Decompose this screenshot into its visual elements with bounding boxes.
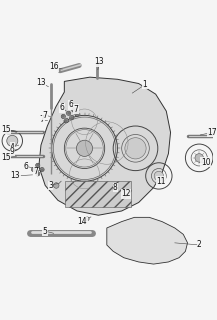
Text: 13: 13	[36, 78, 46, 87]
Text: 6: 6	[60, 103, 65, 112]
Circle shape	[75, 112, 79, 116]
Circle shape	[64, 119, 69, 123]
Text: 8: 8	[113, 183, 118, 192]
Text: 7: 7	[74, 105, 79, 114]
Circle shape	[61, 114, 65, 119]
Text: 5: 5	[43, 227, 48, 236]
Text: 7: 7	[39, 115, 44, 124]
Text: 12: 12	[121, 189, 131, 198]
Text: 1: 1	[143, 80, 147, 89]
Text: 17: 17	[207, 128, 217, 137]
Text: 4: 4	[10, 143, 15, 152]
Circle shape	[72, 108, 76, 112]
Text: 2: 2	[197, 240, 202, 250]
Circle shape	[7, 135, 18, 147]
Circle shape	[40, 167, 44, 172]
Text: 15: 15	[1, 125, 11, 134]
Text: 3: 3	[48, 181, 53, 190]
Circle shape	[36, 172, 40, 176]
Circle shape	[195, 154, 204, 162]
Text: 6: 6	[68, 100, 73, 109]
Circle shape	[76, 140, 93, 156]
Circle shape	[85, 217, 89, 221]
Circle shape	[70, 116, 74, 120]
Text: 13: 13	[11, 172, 20, 180]
FancyBboxPatch shape	[65, 181, 131, 207]
Polygon shape	[39, 77, 171, 215]
Text: 7: 7	[43, 111, 48, 120]
Text: 15: 15	[1, 153, 11, 162]
Text: 9: 9	[10, 147, 15, 156]
Text: 10: 10	[201, 158, 210, 167]
Text: 14: 14	[77, 217, 87, 226]
Text: 16: 16	[49, 62, 59, 71]
Circle shape	[154, 171, 164, 180]
Text: 13: 13	[95, 57, 104, 66]
Text: 11: 11	[156, 177, 166, 186]
Polygon shape	[107, 217, 187, 264]
Text: 7: 7	[33, 167, 38, 176]
Circle shape	[31, 167, 36, 172]
Circle shape	[66, 111, 71, 116]
Circle shape	[54, 183, 59, 188]
Circle shape	[36, 163, 40, 167]
Text: 6: 6	[24, 162, 29, 171]
Circle shape	[125, 138, 146, 159]
